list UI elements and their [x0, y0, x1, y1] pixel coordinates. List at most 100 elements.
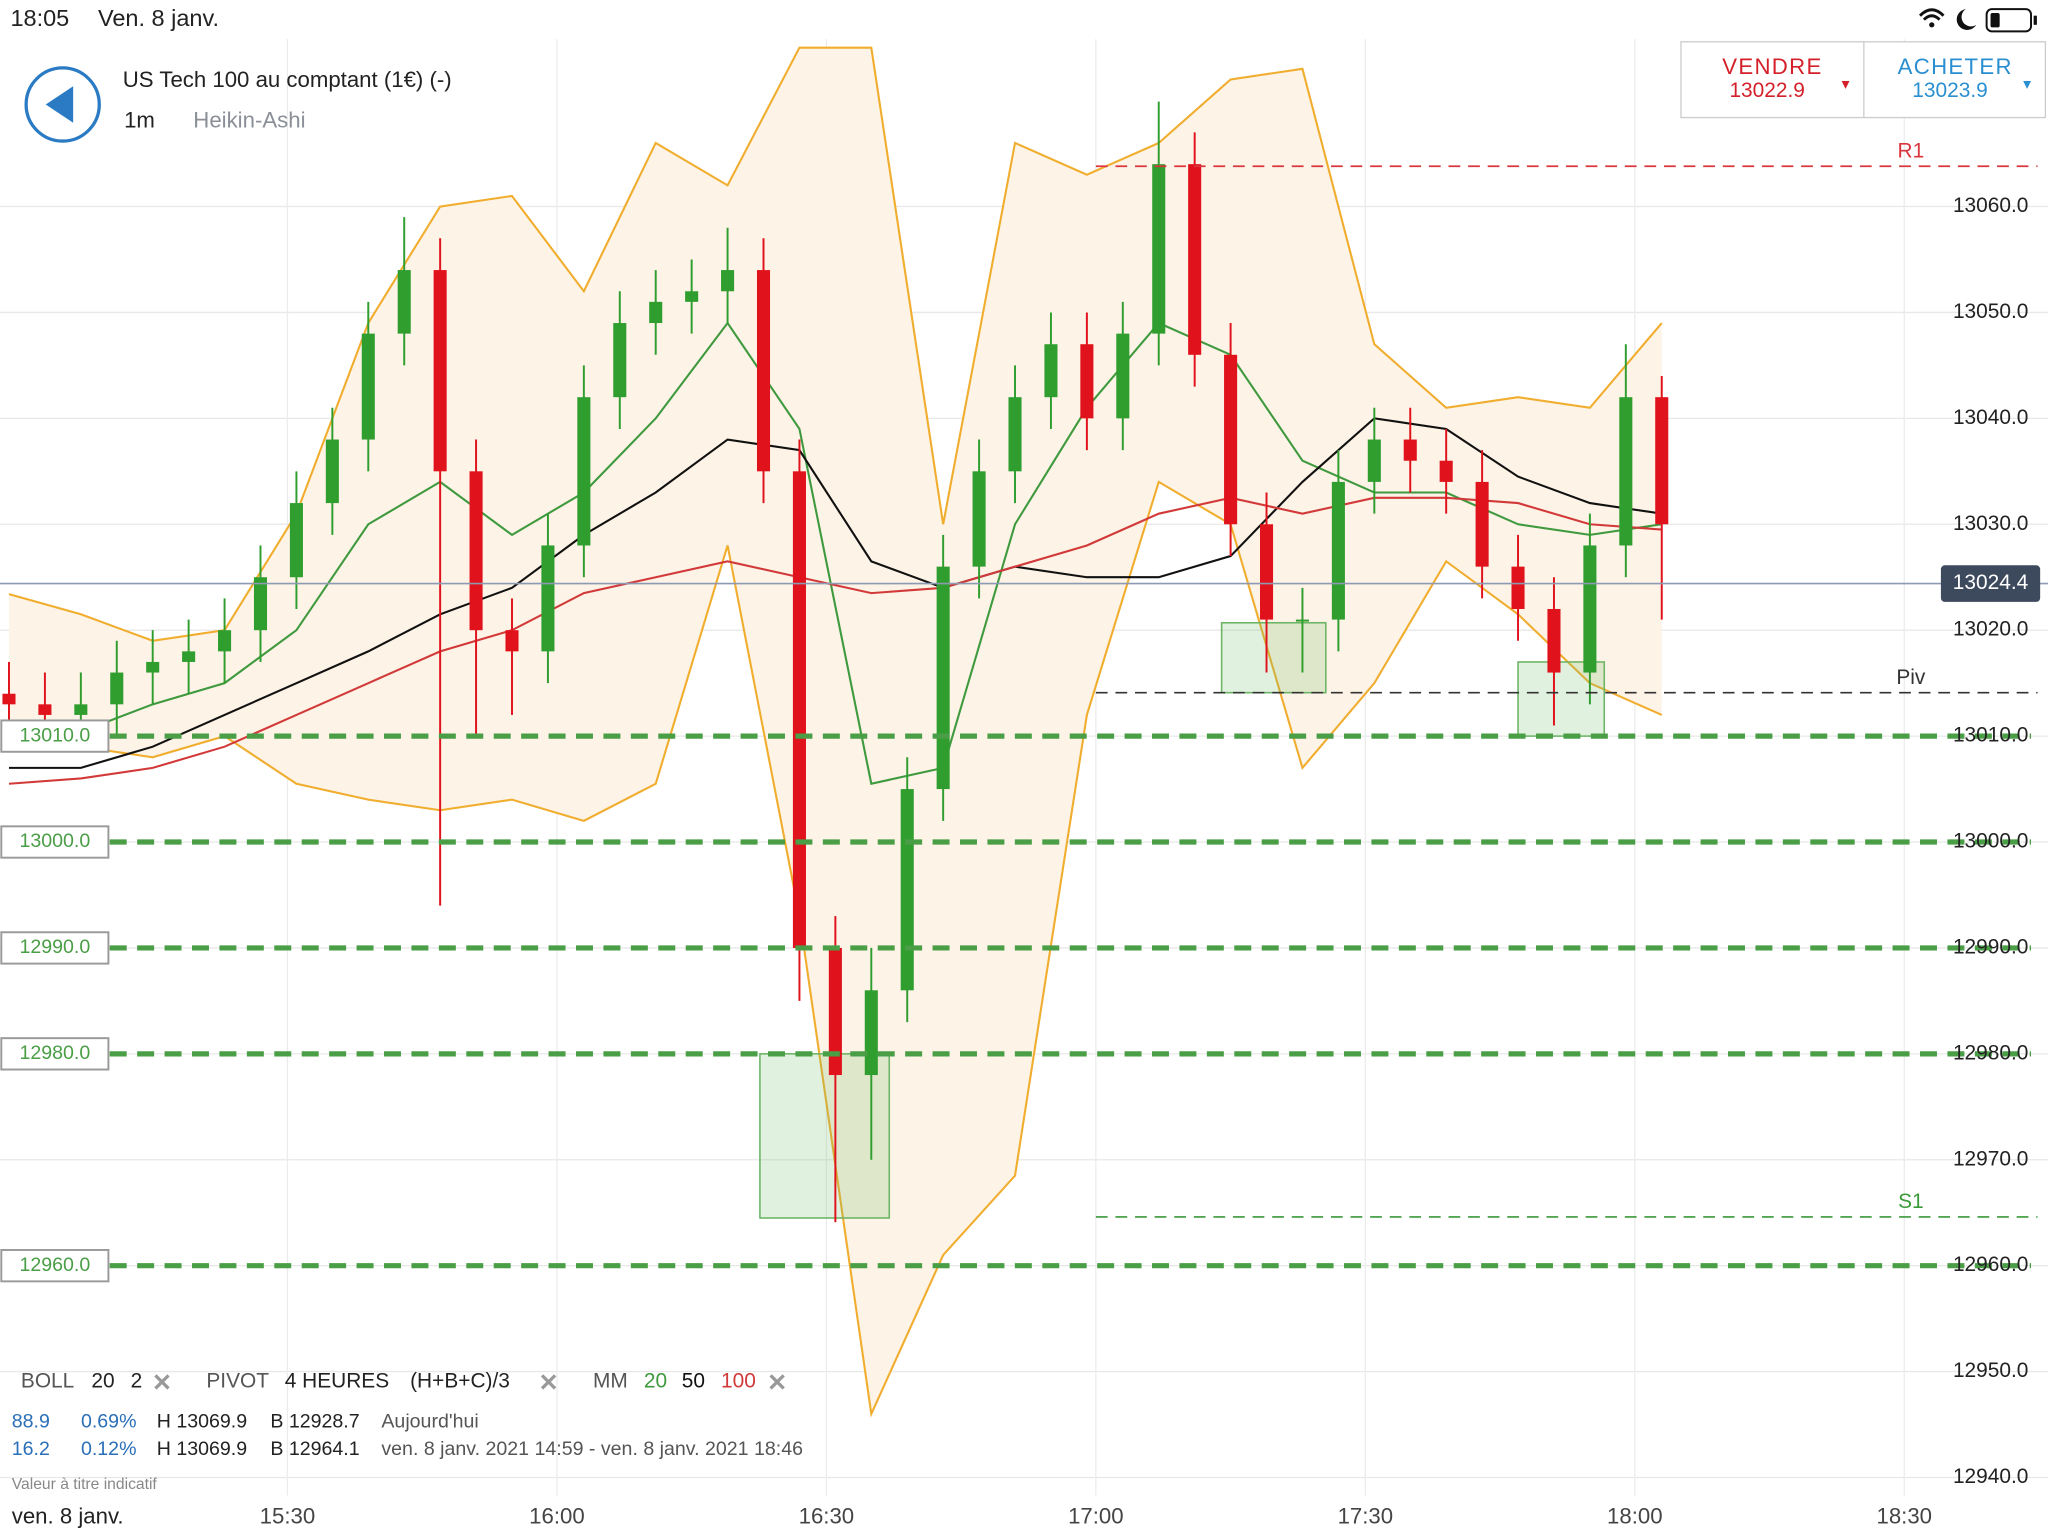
remove-pivot[interactable] — [540, 1374, 557, 1390]
buy-label: ACHETER — [1898, 54, 2013, 79]
candle-body — [1583, 545, 1597, 673]
candle-body — [685, 291, 699, 302]
candle-body — [1116, 333, 1130, 419]
candle-body — [433, 270, 447, 472]
candle-body — [1152, 164, 1166, 334]
candle-body — [218, 630, 232, 652]
status-date: Ven. 8 janv. — [98, 5, 219, 31]
band-fill — [8, 47, 1662, 1414]
points: 16.2 — [12, 1438, 50, 1460]
chart-style: Heikin-Ashi — [193, 107, 305, 132]
level-label-box — [0, 825, 110, 859]
candle-body — [972, 471, 986, 567]
candle-body — [361, 333, 375, 440]
y-tick-label: 12950.0 — [1953, 1359, 2028, 1382]
indicator-legend: BOLL 20 2 PIVOT 4 HEURES (H+B+C)/3 MM 20… — [21, 1369, 785, 1392]
sell-label: VENDRE — [1722, 54, 1822, 79]
candle-body — [1619, 397, 1633, 546]
remove-boll[interactable] — [154, 1374, 170, 1390]
y-tick-label: 13030.0 — [1953, 512, 2028, 535]
last-price-box — [1940, 565, 2041, 602]
pivot-label: R1 — [1898, 139, 1925, 162]
candle-body — [1188, 164, 1202, 355]
zone — [1220, 621, 1327, 694]
candle-body — [1259, 524, 1274, 620]
ma-name: MM — [593, 1369, 628, 1392]
candle-body — [1008, 397, 1022, 472]
candle-body — [38, 704, 52, 715]
pivot-label: S1 — [1898, 1190, 1924, 1213]
candle-body — [397, 270, 411, 334]
candle-body — [146, 661, 160, 673]
level-label: 12990.0 — [19, 936, 90, 958]
status-icons — [1918, 8, 2037, 33]
low: B 12928.7 — [270, 1411, 359, 1433]
y-tick-label: 12970.0 — [1953, 1147, 2028, 1170]
buy-button[interactable]: ACHETER 13023.9 — [1898, 54, 2032, 102]
y-tick-label: 13010.0 — [1953, 724, 2028, 747]
candle-body — [1439, 460, 1453, 482]
pivot-label: Piv — [1896, 666, 1926, 689]
boll-deviation: 2 — [131, 1369, 143, 1392]
candle-body — [469, 471, 483, 631]
candle-body — [936, 566, 950, 790]
level-label: 12980.0 — [19, 1042, 90, 1064]
candle-body — [1655, 397, 1669, 525]
candle-body — [577, 397, 591, 546]
x-tick-label: 18:00 — [1607, 1504, 1663, 1529]
ma-period: 100 — [721, 1369, 756, 1392]
x-tick-label: 17:30 — [1338, 1504, 1394, 1529]
level-label-box — [0, 1249, 110, 1283]
instrument: US Tech 100 au comptant (1€) (-) — [123, 67, 452, 92]
pivot-name: PIVOT — [206, 1369, 269, 1392]
candle-body — [2, 693, 16, 705]
candle-body — [505, 630, 519, 652]
y-tick-label: 12960.0 — [1953, 1253, 2028, 1276]
timeframe: 1m — [124, 107, 155, 132]
back-button[interactable] — [24, 66, 101, 143]
ma-period: 20 — [644, 1369, 667, 1392]
ma-legend: 20 50 100 — [644, 1369, 756, 1392]
remove-ma[interactable] — [769, 1374, 785, 1390]
level-label-box — [0, 719, 110, 753]
candle-body — [900, 789, 914, 991]
candle-body — [1547, 609, 1561, 673]
high: H 13069.9 — [157, 1438, 247, 1460]
y-tick-label: 13020.0 — [1953, 618, 2028, 641]
percent: 0.12% — [81, 1438, 137, 1460]
candle-body — [1044, 344, 1058, 398]
candle-body — [1295, 619, 1309, 622]
x-tick-label: 18:30 — [1877, 1504, 1933, 1529]
candle-body — [253, 577, 268, 631]
x-tick-label: 15:30 — [260, 1504, 316, 1529]
moving-average — [8, 496, 1662, 785]
date-label: ven. 8 janv. — [12, 1504, 124, 1529]
y-tick-label: 13040.0 — [1953, 406, 2028, 429]
candle-body — [541, 545, 555, 652]
range: ven. 8 janv. 2021 14:59 - ven. 8 janv. 2… — [381, 1438, 803, 1460]
plot: 13010.0 13000.0 12990.0 12980.0 12960.0 R1 Piv… — [0, 39, 2048, 1529]
moving-average — [8, 417, 1662, 769]
candle-body — [1331, 481, 1345, 620]
buy-price: 13023.9 — [1912, 79, 1987, 102]
x-tick-label: 16:30 — [799, 1504, 855, 1529]
pivot-formula: (H+B+C)/3 — [410, 1369, 510, 1392]
sell-button[interactable]: VENDRE 13022.9 — [1722, 54, 1850, 102]
candle-body — [613, 323, 627, 398]
y-tick-label: 13060.0 — [1953, 194, 2028, 217]
y-tick-label: 12980.0 — [1953, 1041, 2028, 1064]
x-tick-label: 16:00 — [529, 1504, 585, 1529]
y-tick-label: 12940.0 — [1953, 1465, 2028, 1488]
candle-body — [289, 503, 303, 578]
level-label-box — [0, 1037, 110, 1071]
last-price-label: 13024.4 — [1953, 571, 2028, 594]
candle-body — [1224, 354, 1238, 525]
moving-average — [8, 321, 1662, 786]
points: 88.9 — [12, 1411, 50, 1433]
candle-body — [756, 270, 771, 472]
candle-body — [1511, 566, 1525, 610]
candle-body — [792, 471, 806, 948]
candle-body — [1367, 439, 1381, 482]
candle-body — [110, 672, 124, 705]
